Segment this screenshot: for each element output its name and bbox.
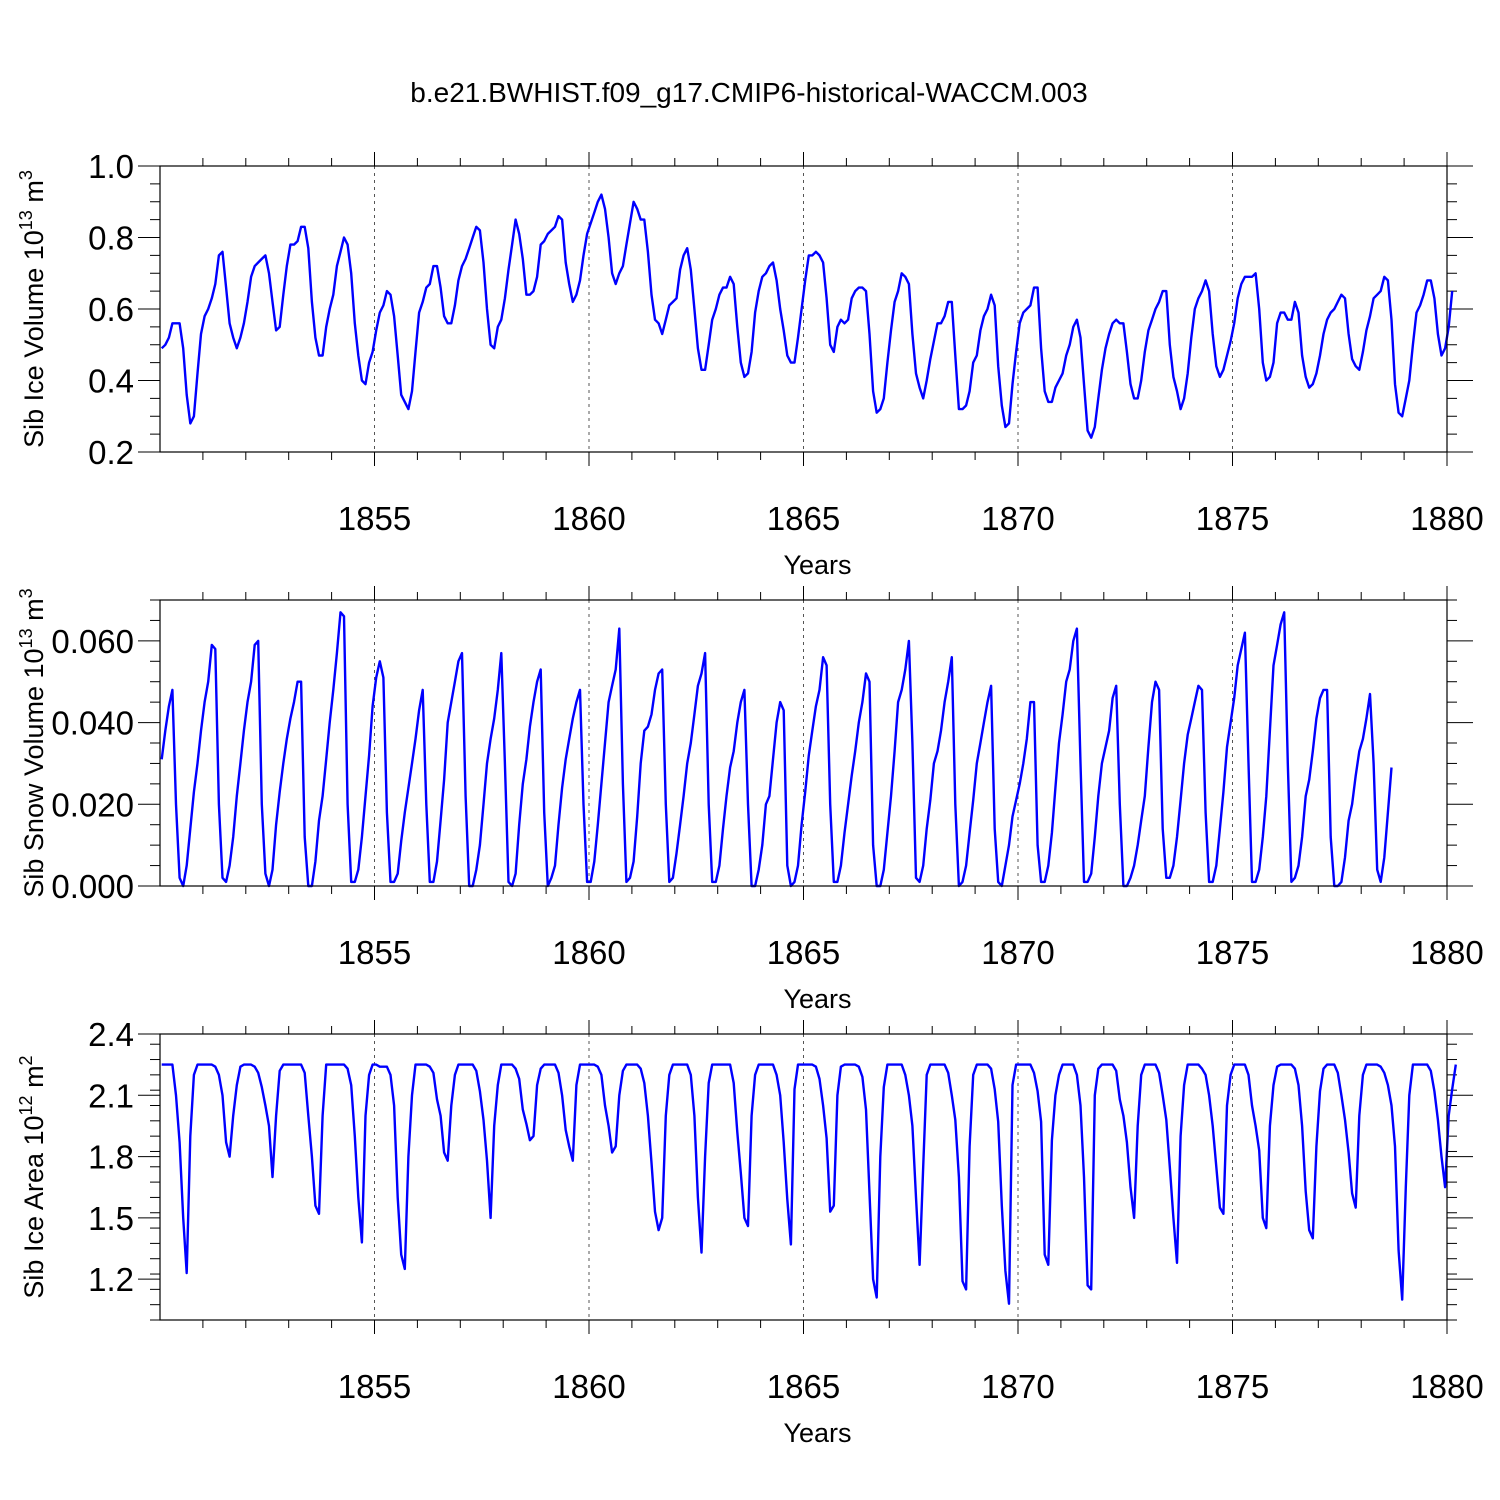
x-tick-label-1860: 1860 [552, 934, 625, 971]
minor-ticks [150, 592, 1457, 894]
y-tick-label-1.8: 1.8 [88, 1139, 134, 1176]
y-tick-label-0.060: 0.060 [51, 623, 134, 660]
x-axis-label: Years [783, 550, 851, 580]
x-tick-label-1875: 1875 [1196, 1368, 1269, 1405]
chart-panel-sib-ice-area: 1855 1860 1865 1870 1875 1880 1.2 1.5 1.8 2.1 2.4 Y… [16, 1016, 1484, 1448]
y-axis-label: Sib Snow Volume 1013 m3 [16, 588, 49, 897]
series-line-sib-snow-volume [160, 611, 1393, 888]
series-line-sib-ice-volume [160, 193, 1454, 439]
x-tick-label-1880: 1880 [1410, 500, 1483, 537]
y-tick-label-0.6: 0.6 [88, 291, 134, 328]
y-tick-label-0.2: 0.2 [88, 434, 134, 471]
x-tick-label-1865: 1865 [767, 500, 840, 537]
panels-group: 1855 1860 1865 1870 1875 1880 0.2 0.4 0.6 0.8 1.0 Y… [16, 148, 1484, 1448]
x-tick-label-1880: 1880 [1410, 1368, 1483, 1405]
x-tick-label-1855: 1855 [338, 500, 411, 537]
x-tick-label-1880: 1880 [1410, 934, 1483, 971]
y-tick-label-2.1: 2.1 [88, 1077, 134, 1114]
x-tick-label-1860: 1860 [552, 1368, 625, 1405]
plot-frame [159, 1033, 1448, 1321]
y-tick-label-0.4: 0.4 [88, 363, 134, 400]
x-tick-label-1875: 1875 [1196, 500, 1269, 537]
y-tick-label-1.5: 1.5 [88, 1200, 134, 1237]
x-tick-label-1870: 1870 [981, 934, 1054, 971]
x-axis-label: Years [783, 984, 851, 1014]
x-axis-label: Years [783, 1418, 851, 1448]
y-tick-label-0.000: 0.000 [51, 868, 134, 905]
y-tick-label-1.2: 1.2 [88, 1261, 134, 1298]
minor-ticks [150, 158, 1457, 460]
x-tick-label-1860: 1860 [552, 500, 625, 537]
y-tick-label-0.040: 0.040 [51, 705, 134, 742]
chart-panel-sib-ice-volume: 1855 1860 1865 1870 1875 1880 0.2 0.4 0.6 0.8 1.0 Y… [16, 148, 1484, 580]
y-tick-label-0.8: 0.8 [88, 220, 134, 257]
minor-ticks [150, 1026, 1457, 1328]
plot-frame [159, 165, 1448, 453]
series-line-sib-ice-area [161, 1063, 1457, 1305]
x-tick-label-1865: 1865 [767, 1368, 840, 1405]
plot-frame [159, 599, 1448, 887]
x-tick-label-1870: 1870 [981, 500, 1054, 537]
chart-panel-sib-snow-volume: 1855 1860 1865 1870 1875 1880 0.000 0.020 0.040 0… [16, 586, 1484, 1014]
x-tick-label-1875: 1875 [1196, 934, 1269, 971]
x-tick-label-1855: 1855 [338, 934, 411, 971]
y-tick-label-0.020: 0.020 [51, 786, 134, 823]
y-tick-label-2.4: 2.4 [88, 1016, 134, 1053]
y-axis-label: Sib Ice Area 1012 m2 [16, 1055, 49, 1298]
x-tick-label-1870: 1870 [981, 1368, 1054, 1405]
x-tick-label-1865: 1865 [767, 934, 840, 971]
y-tick-label-1.0: 1.0 [88, 148, 134, 185]
y-axis-label: Sib Ice Volume 1013 m3 [16, 170, 49, 448]
chart-title: b.e21.BWHIST.f09_g17.CMIP6-historical-WA… [410, 77, 1087, 108]
x-tick-label-1855: 1855 [338, 1368, 411, 1405]
